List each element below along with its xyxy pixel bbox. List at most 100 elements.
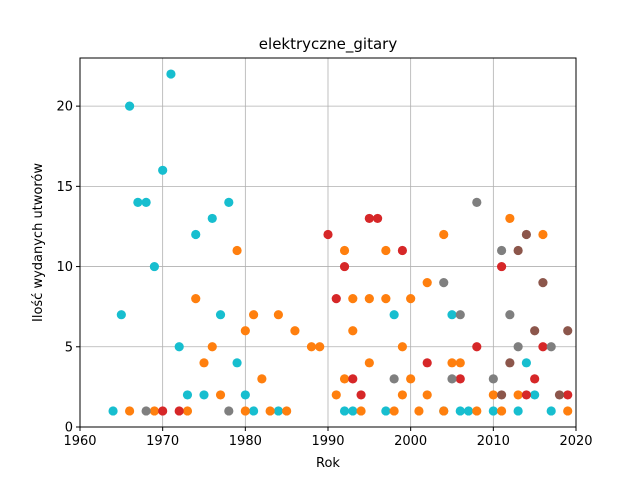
- data-point: [364, 358, 374, 368]
- data-point: [191, 229, 201, 240]
- data-point: [158, 406, 168, 416]
- data-point: [381, 294, 391, 304]
- data-point: [389, 374, 399, 384]
- data-point: [488, 406, 498, 416]
- data-point: [232, 245, 242, 256]
- data-point: [373, 213, 383, 224]
- data-point: [182, 406, 193, 416]
- data-point: [397, 390, 407, 400]
- data-point: [199, 358, 209, 368]
- data-point: [215, 310, 226, 320]
- data-point: [232, 358, 242, 368]
- data-point: [331, 390, 341, 400]
- data-point: [348, 374, 358, 384]
- data-point: [530, 374, 540, 384]
- y-tick-label: 15: [56, 180, 73, 195]
- data-point: [521, 390, 532, 400]
- data-point: [215, 390, 226, 400]
- data-point: [513, 245, 523, 256]
- data-point: [563, 326, 573, 336]
- data-point: [331, 294, 341, 304]
- data-point: [207, 213, 217, 224]
- data-point: [455, 374, 465, 384]
- data-point: [497, 406, 507, 416]
- data-point: [497, 245, 507, 256]
- data-point: [273, 406, 283, 416]
- data-point: [546, 406, 556, 416]
- data-point: [455, 310, 465, 320]
- data-point: [199, 390, 209, 400]
- data-point: [125, 101, 135, 111]
- data-point: [174, 342, 184, 352]
- data-point: [389, 406, 399, 416]
- data-point: [207, 342, 217, 352]
- data-point: [141, 406, 151, 416]
- data-point: [538, 342, 548, 352]
- data-point: [422, 278, 432, 288]
- data-point: [158, 165, 168, 175]
- y-tick-label: 0: [65, 421, 73, 436]
- data-point: [240, 326, 250, 336]
- data-point: [472, 406, 482, 416]
- data-point: [306, 342, 317, 352]
- x-tick-label: 1990: [311, 434, 344, 449]
- data-point: [422, 358, 432, 368]
- data-point: [191, 294, 201, 304]
- data-point: [455, 358, 465, 368]
- data-point: [149, 406, 159, 416]
- data-point: [249, 310, 259, 320]
- data-point: [323, 229, 333, 240]
- data-point: [364, 213, 374, 224]
- data-point: [530, 390, 540, 400]
- data-point: [290, 326, 300, 336]
- data-point: [463, 406, 474, 416]
- data-point: [530, 326, 540, 336]
- y-tick-label: 10: [56, 260, 73, 275]
- data-point: [414, 406, 424, 416]
- data-point: [497, 390, 507, 400]
- data-point: [513, 390, 523, 400]
- data-point: [472, 197, 482, 207]
- data-point: [381, 406, 391, 416]
- data-point: [513, 406, 523, 416]
- data-point: [364, 294, 374, 304]
- data-point: [224, 406, 234, 416]
- data-point: [439, 229, 449, 240]
- x-tick-label: 2020: [559, 434, 592, 449]
- data-point: [505, 213, 515, 224]
- axis-ticks: 1960 1970 1980 1990 2000 2010 2020 0 5 10 15 20: [56, 100, 592, 449]
- data-point: [348, 406, 358, 416]
- data-point: [488, 374, 498, 384]
- data-point: [563, 390, 573, 400]
- data-point: [447, 310, 457, 320]
- y-axis-label: Ilość wydanych utworów: [31, 163, 46, 322]
- data-point: [505, 358, 515, 368]
- data-points: [108, 69, 573, 416]
- x-tick-label: 1980: [229, 434, 262, 449]
- data-point: [339, 374, 350, 384]
- data-point: [339, 261, 350, 272]
- data-point: [125, 406, 135, 416]
- data-point: [339, 406, 350, 416]
- data-point: [521, 358, 532, 368]
- data-point: [488, 390, 498, 400]
- data-point: [439, 278, 449, 288]
- data-point: [356, 390, 366, 400]
- data-point: [174, 406, 184, 416]
- data-point: [406, 374, 416, 384]
- data-point: [406, 294, 416, 304]
- data-point: [538, 278, 548, 288]
- data-point: [472, 342, 482, 352]
- data-point: [166, 69, 176, 79]
- data-point: [521, 229, 532, 240]
- data-point: [381, 245, 391, 256]
- data-point: [339, 245, 350, 256]
- x-tick-label: 2010: [477, 434, 510, 449]
- data-point: [257, 374, 267, 384]
- y-tick-label: 5: [65, 340, 73, 355]
- data-point: [356, 406, 366, 416]
- data-point: [182, 390, 193, 400]
- data-point: [249, 406, 259, 416]
- x-tick-label: 1970: [146, 434, 179, 449]
